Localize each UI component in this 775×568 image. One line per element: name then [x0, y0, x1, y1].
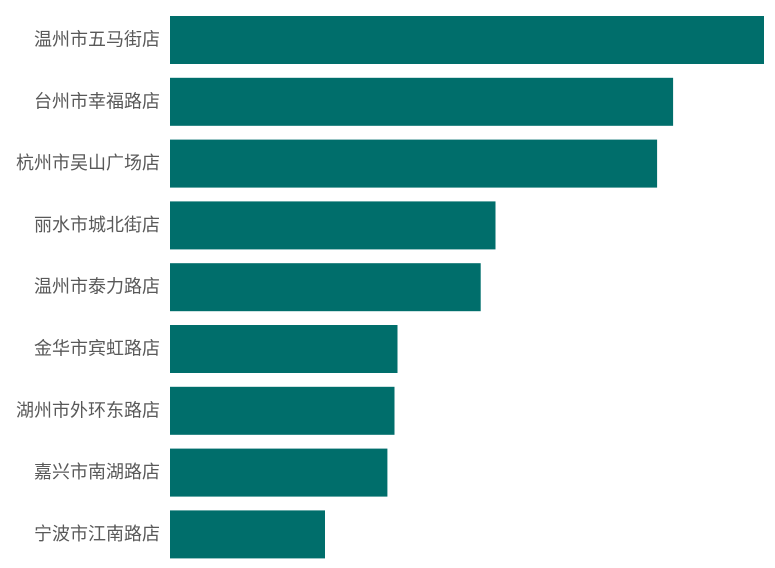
- bar-1: [170, 16, 764, 64]
- category-label-7: 湖州市外环东路店: [16, 400, 160, 421]
- bar-5: [170, 263, 481, 312]
- bar-9: [170, 510, 325, 559]
- category-label-6: 金华市宾虹路店: [34, 339, 160, 360]
- bar-6: [170, 325, 398, 373]
- category-label-1: 温州市五马街店: [34, 30, 160, 51]
- category-label-9: 宁波市江南路店: [34, 524, 160, 545]
- bars-layer: [170, 16, 764, 559]
- category-label-8: 嘉兴市南湖路店: [34, 462, 160, 483]
- category-labels-layer: 温州市五马街店台州市幸福路店杭州市吴山广场店丽水市城北街店温州市泰力路店金华市宾…: [16, 30, 160, 545]
- bar-4: [170, 201, 496, 250]
- category-label-3: 杭州市吴山广场店: [16, 153, 160, 174]
- bar-8: [170, 448, 388, 497]
- category-label-5: 温州市泰力路店: [34, 277, 160, 298]
- category-label-4: 丽水市城北街店: [34, 215, 160, 236]
- bar-3: [170, 139, 658, 188]
- bar-2: [170, 77, 674, 126]
- bar-7: [170, 386, 395, 435]
- category-label-2: 台州市幸福路店: [34, 91, 160, 112]
